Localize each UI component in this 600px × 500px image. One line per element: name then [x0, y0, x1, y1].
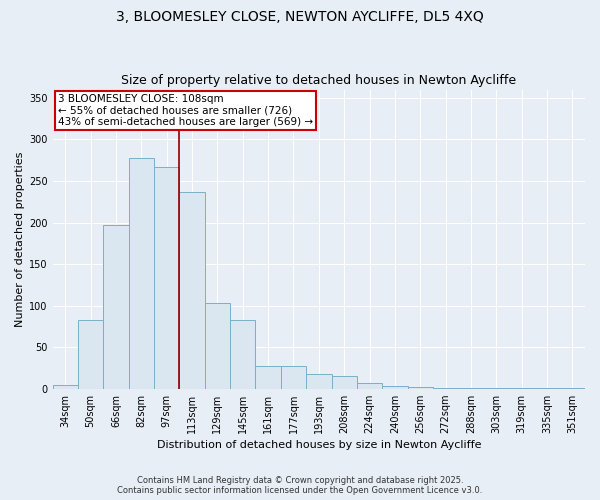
Bar — [256, 366, 281, 388]
Bar — [179, 192, 205, 388]
Bar — [281, 366, 306, 388]
Text: 3 BLOOMESLEY CLOSE: 108sqm
← 55% of detached houses are smaller (726)
43% of sem: 3 BLOOMESLEY CLOSE: 108sqm ← 55% of deta… — [58, 94, 313, 127]
Bar — [129, 158, 154, 388]
Bar — [154, 167, 179, 388]
Text: Contains HM Land Registry data © Crown copyright and database right 2025.
Contai: Contains HM Land Registry data © Crown c… — [118, 476, 482, 495]
Bar — [382, 386, 407, 388]
Bar — [407, 387, 433, 388]
Bar — [332, 376, 357, 388]
Bar — [306, 374, 332, 388]
Text: 3, BLOOMESLEY CLOSE, NEWTON AYCLIFFE, DL5 4XQ: 3, BLOOMESLEY CLOSE, NEWTON AYCLIFFE, DL… — [116, 10, 484, 24]
Bar — [53, 384, 78, 388]
Bar — [78, 320, 103, 388]
X-axis label: Distribution of detached houses by size in Newton Aycliffe: Distribution of detached houses by size … — [157, 440, 481, 450]
Bar — [103, 225, 129, 388]
Bar — [230, 320, 256, 388]
Title: Size of property relative to detached houses in Newton Aycliffe: Size of property relative to detached ho… — [121, 74, 517, 87]
Bar — [357, 383, 382, 388]
Bar — [205, 303, 230, 388]
Y-axis label: Number of detached properties: Number of detached properties — [15, 152, 25, 327]
